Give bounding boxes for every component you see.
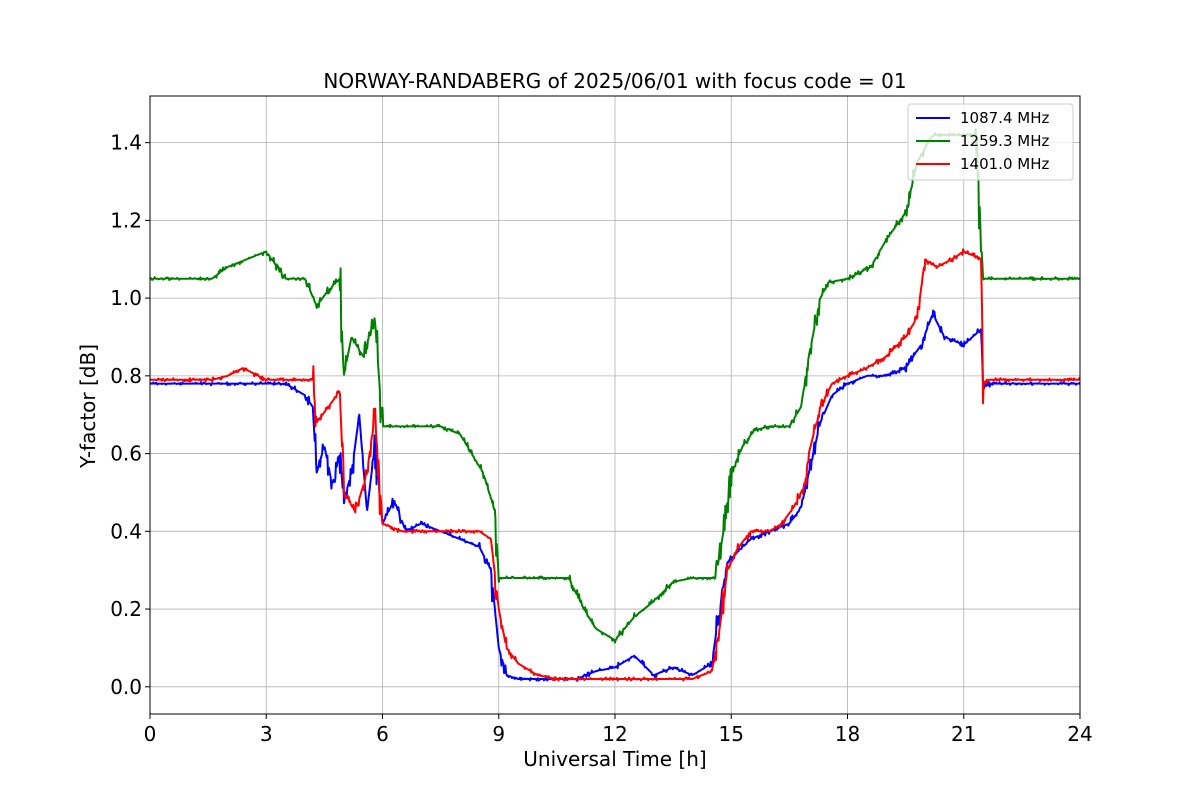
x-tick-label: 9: [492, 722, 505, 746]
x-tick-label: 12: [602, 722, 627, 746]
axis-ticks: 0 3 6 9 12 15 18 21 24 0.0 0.2 0.4 0.6 0.8 1.0 1.2 1.4: [110, 131, 1093, 746]
x-tick-label: 0: [144, 722, 157, 746]
y-tick-label: 0.2: [110, 597, 142, 621]
y-tick-label: 1.4: [110, 131, 142, 155]
x-axis-label: Universal Time [h]: [523, 747, 706, 771]
legend-label-1: 1087.4 MHz: [960, 109, 1049, 127]
x-tick-label: 3: [260, 722, 273, 746]
legend-box: [907, 103, 1074, 181]
y-tick-label: 1.0: [110, 286, 142, 310]
x-tick-label: 24: [1067, 722, 1092, 746]
legend: 1087.4 MHz 1259.3 MHz 1401.0 MHz: [907, 103, 1074, 181]
y-tick-label: 1.2: [110, 208, 142, 232]
y-axis-label: Y-factor [dB]: [76, 344, 100, 469]
x-tick-label: 18: [835, 722, 860, 746]
y-tick-label: 0.0: [110, 675, 142, 699]
chart-title: NORWAY-RANDABERG of 2025/06/01 with focu…: [323, 69, 906, 93]
series-line-1: [150, 309, 1080, 682]
series-line-3: [150, 248, 1080, 682]
y-tick-label: 0.4: [110, 519, 142, 543]
x-tick-label: 6: [376, 722, 389, 746]
y-tick-label: 0.6: [110, 442, 142, 466]
x-tick-label: 21: [951, 722, 976, 746]
y-tick-label: 0.8: [110, 364, 142, 388]
legend-label-3: 1401.0 MHz: [960, 155, 1049, 173]
x-tick-label: 15: [719, 722, 744, 746]
legend-label-2: 1259.3 MHz: [960, 132, 1049, 150]
